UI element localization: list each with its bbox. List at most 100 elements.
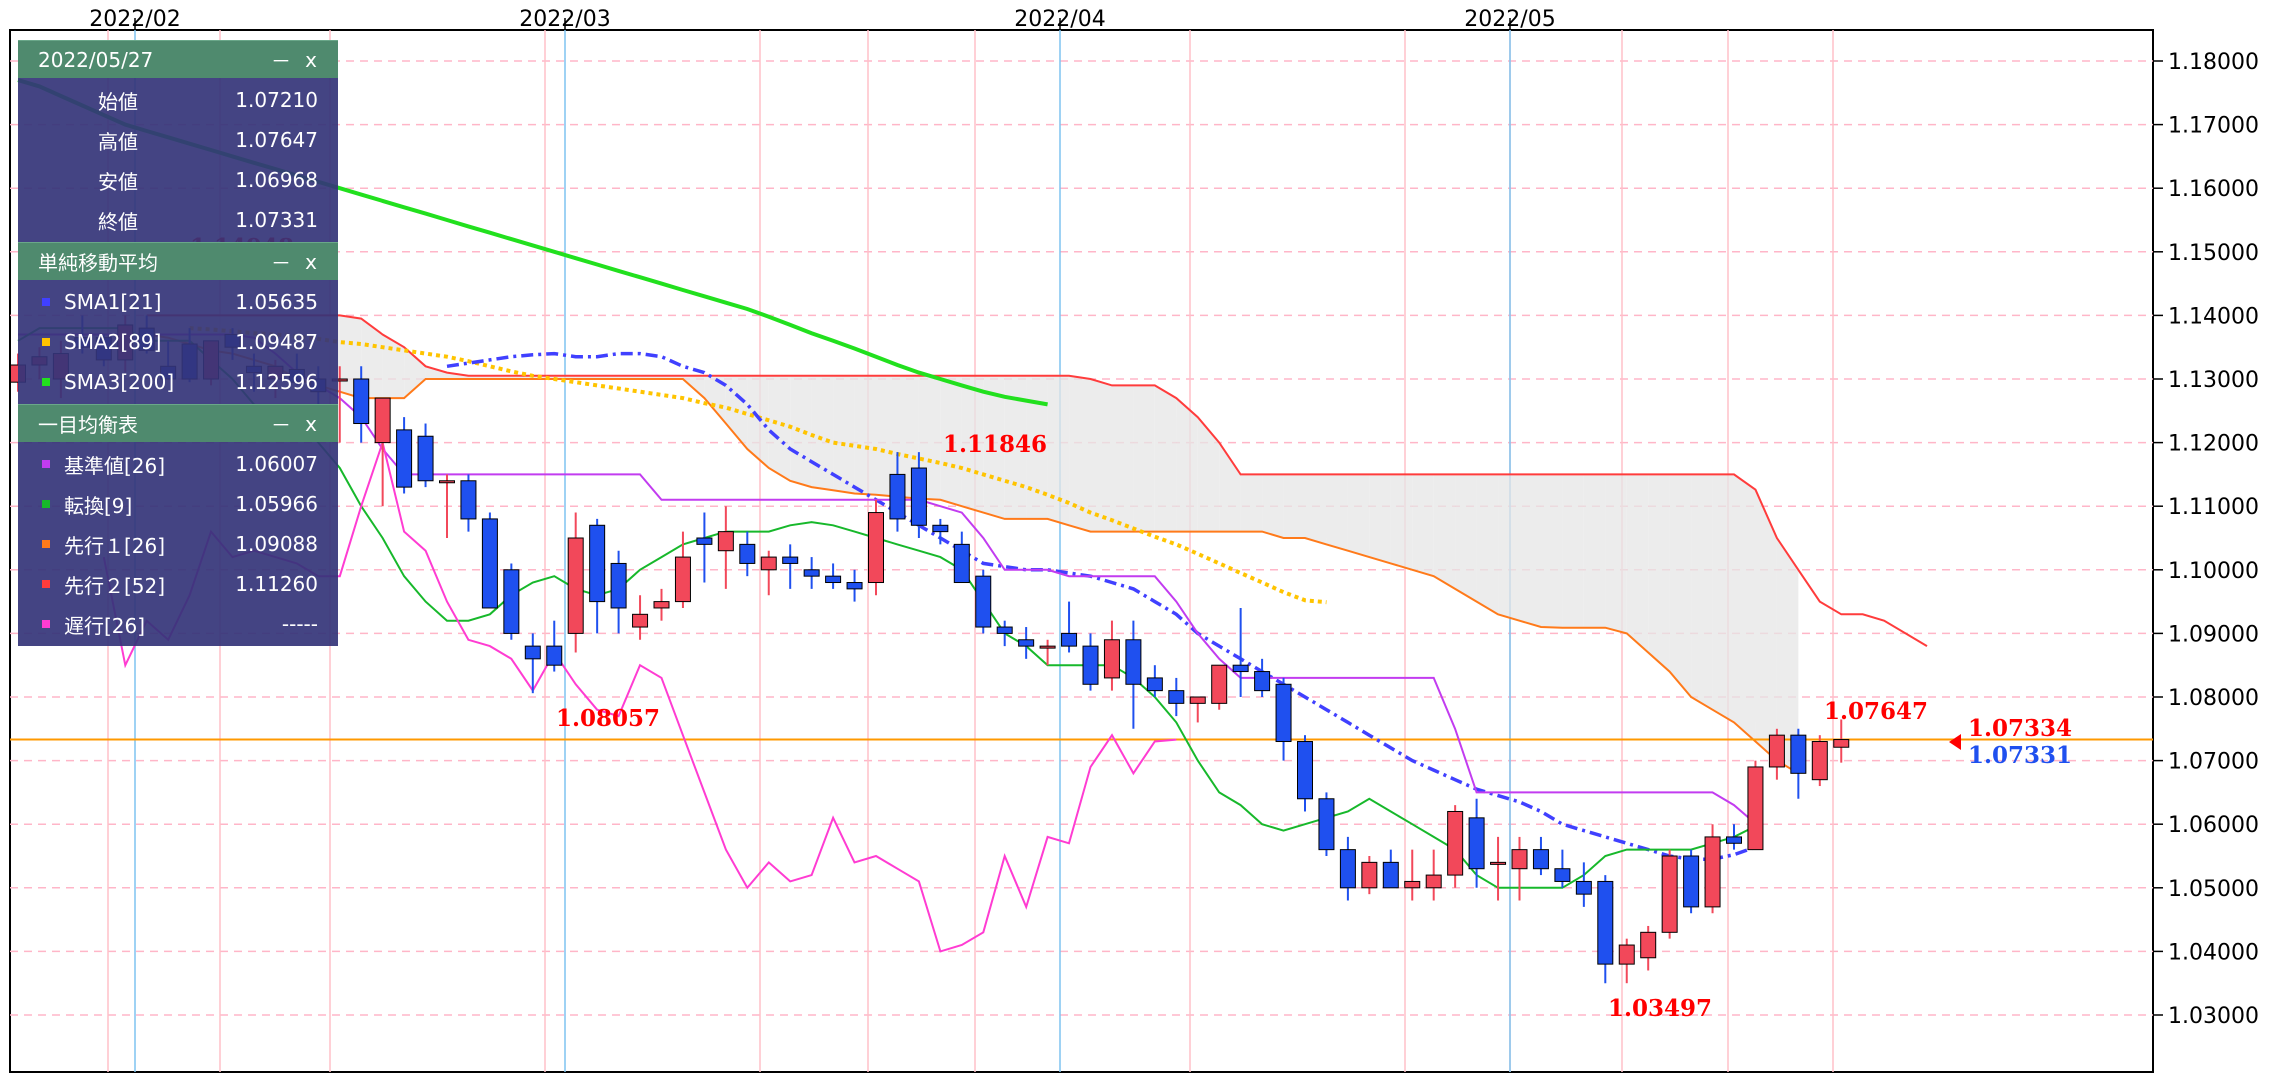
ohlc-row-close: 終値 1.07331 bbox=[18, 200, 338, 240]
candle-body bbox=[1683, 855, 1700, 908]
y-tick-label: 1.13000 bbox=[2168, 368, 2259, 393]
cloud-segment bbox=[1412, 474, 1434, 577]
y-tick-label: 1.03000 bbox=[2168, 1004, 2259, 1029]
label: 高値 bbox=[98, 129, 138, 154]
cloud-segment bbox=[833, 375, 855, 494]
label: 先行２[52] bbox=[64, 573, 166, 598]
candle-body bbox=[1640, 931, 1657, 959]
cloud-segment bbox=[1176, 398, 1198, 532]
sma-row: SMA1[21] 1.05635 bbox=[18, 282, 338, 322]
candle-body bbox=[1103, 639, 1120, 679]
label: 安値 bbox=[98, 169, 138, 194]
ohlc-panel-body: 始値 1.07210 高値 1.07647 安値 1.06968 終値 1.07331 bbox=[18, 78, 338, 242]
candle-body bbox=[1618, 944, 1635, 965]
chikou-swatch bbox=[42, 620, 50, 628]
candle-body bbox=[1425, 874, 1442, 889]
label: 基準値[26] bbox=[64, 453, 166, 478]
ichimoku-cloud bbox=[146, 315, 1799, 774]
ichimoku-row: 基準値[26] 1.06007 bbox=[18, 444, 338, 484]
cloud-segment bbox=[876, 375, 898, 497]
minimize-button[interactable]: － bbox=[271, 251, 291, 275]
close-button[interactable]: x bbox=[305, 47, 317, 72]
low-label: 1.08057 bbox=[556, 705, 660, 732]
candle-body bbox=[1704, 836, 1721, 908]
cloud-segment bbox=[1326, 474, 1348, 551]
close-button[interactable]: x bbox=[305, 249, 317, 274]
cloud-segment bbox=[1626, 474, 1649, 653]
candle-body bbox=[1468, 817, 1485, 870]
cloud-segment bbox=[1476, 474, 1499, 615]
sma2-swatch bbox=[42, 338, 50, 346]
cloud-segment bbox=[1154, 385, 1177, 532]
y-tick-label: 1.17000 bbox=[2168, 114, 2259, 139]
candle-body bbox=[1232, 664, 1249, 673]
high-label: 1.11846 bbox=[943, 431, 1047, 458]
candle-body bbox=[1532, 849, 1549, 870]
cloud-segment bbox=[747, 375, 769, 469]
candle-body bbox=[1061, 632, 1078, 647]
candle-body bbox=[503, 569, 520, 634]
y-tick-label: 1.08000 bbox=[2168, 686, 2259, 711]
candle-body bbox=[1726, 836, 1742, 844]
cloud-segment bbox=[854, 375, 876, 495]
candle-body bbox=[1575, 880, 1592, 895]
cloud-segment bbox=[1562, 474, 1584, 628]
candle-body bbox=[460, 480, 477, 520]
ohlc-date: 2022/05/27 bbox=[38, 47, 154, 72]
candle-body bbox=[481, 518, 498, 609]
candle-body bbox=[1361, 861, 1378, 889]
cloud-segment bbox=[1026, 375, 1048, 519]
value: 1.07331 bbox=[235, 208, 318, 232]
cloud-segment bbox=[1648, 474, 1670, 672]
cloud-segment bbox=[1390, 474, 1413, 570]
cloud-segment bbox=[1219, 442, 1241, 532]
cloud-segment bbox=[1197, 417, 1220, 532]
minimize-button[interactable]: － bbox=[271, 413, 291, 437]
cloud-segment bbox=[1605, 474, 1627, 634]
sma-row: SMA3[200] 1.12596 bbox=[18, 362, 338, 402]
sma1-swatch bbox=[42, 298, 50, 306]
ichimoku-panel-body: 基準値[26] 1.06007 転換[9] 1.05966 先行１[26] 1.090… bbox=[18, 442, 338, 646]
candle-body bbox=[1039, 645, 1056, 649]
candle-body bbox=[674, 556, 691, 603]
y-axis: 1.18000 1.17000 1.16000 1.15000 1.14000 1.130… bbox=[2153, 50, 2259, 1029]
label: 終値 bbox=[98, 209, 138, 234]
ichimoku-row: 転換[9] 1.05966 bbox=[18, 484, 338, 524]
cloud-segment bbox=[790, 375, 812, 488]
candle-body bbox=[1833, 739, 1850, 748]
candle-body bbox=[1339, 849, 1356, 889]
y-tick-label: 1.09000 bbox=[2168, 622, 2259, 647]
sma1-line bbox=[446, 351, 1757, 861]
cloud-segment bbox=[1283, 474, 1305, 538]
cloud-segment bbox=[940, 375, 962, 507]
close-button[interactable]: x bbox=[305, 411, 317, 436]
candle-body bbox=[825, 575, 842, 584]
cloud-segment bbox=[704, 375, 726, 424]
candle-body bbox=[1211, 664, 1228, 704]
cloud-segment bbox=[1369, 474, 1391, 564]
candle-body bbox=[846, 582, 863, 590]
cloud-segment bbox=[768, 375, 791, 481]
cloud-segment bbox=[339, 315, 362, 399]
label: 先行１[26] bbox=[64, 533, 166, 558]
candle-body bbox=[632, 613, 649, 628]
candle-body bbox=[524, 645, 541, 660]
value: 1.06968 bbox=[235, 168, 318, 192]
y-tick-label: 1.05000 bbox=[2168, 877, 2259, 902]
value: 1.09487 bbox=[235, 330, 318, 354]
ichimoku-row: 先行２[52] 1.11260 bbox=[18, 564, 338, 604]
minimize-button[interactable]: － bbox=[271, 49, 291, 73]
ichimoku-title: 一目均衡表 bbox=[38, 413, 138, 437]
value: 1.11260 bbox=[235, 572, 318, 596]
y-tick-label: 1.15000 bbox=[2168, 241, 2259, 266]
value: 1.05966 bbox=[235, 492, 318, 516]
candle-body bbox=[589, 524, 606, 603]
ohlc-row-open: 始値 1.07210 bbox=[18, 80, 338, 120]
candle-body bbox=[1597, 880, 1614, 965]
cloud-segment bbox=[1519, 474, 1541, 628]
tenkan-swatch bbox=[42, 500, 50, 508]
x-tick-label: 2022/03 bbox=[519, 7, 610, 32]
cloud-segment bbox=[361, 318, 383, 399]
price-label-blue: 1.07331 bbox=[1968, 742, 2072, 769]
